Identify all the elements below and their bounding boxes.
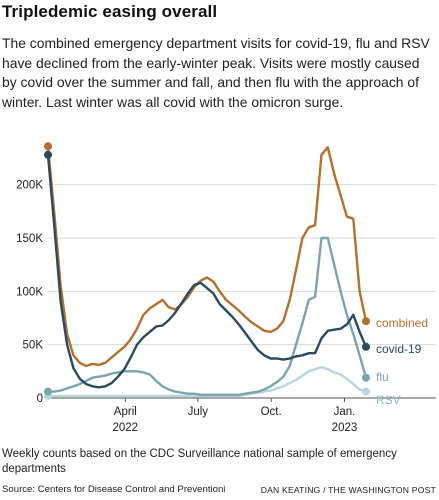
series-label: flu <box>376 370 389 384</box>
series-label: combined <box>376 316 428 330</box>
series-end-dot <box>362 342 370 351</box>
y-axis-ticks: 0 50K 100K 150K 200K <box>16 180 43 405</box>
series-end-dot <box>362 317 370 326</box>
series-start-dot <box>44 387 52 396</box>
y-tick-label: 0 <box>37 393 43 405</box>
y-tick-label: 200K <box>16 180 43 192</box>
x-tick-label: Oct. <box>261 406 282 418</box>
series-start-dot <box>44 150 52 159</box>
y-tick-label: 100K <box>16 286 43 298</box>
series-label: RSV <box>376 393 401 407</box>
series-line-rsv <box>46 365 368 398</box>
source-line: Source: Centers for Disease Control and … <box>2 484 226 495</box>
series-start-dot <box>44 142 52 151</box>
series-line-flu <box>46 236 368 396</box>
series-end-dot <box>362 387 370 396</box>
y-tick-label: 50K <box>23 340 44 352</box>
chart-title: Tripledemic easing overall <box>2 2 218 21</box>
chart-note: Weekly counts based on the CDC Surveilla… <box>2 448 397 475</box>
x-axis-ticks: April 2022 July Oct. Jan. 2023 <box>113 398 358 434</box>
x-tick-year: 2022 <box>113 422 139 434</box>
chart-subtitle: The combined emergency department visits… <box>2 35 430 110</box>
series-lines <box>44 142 370 400</box>
series-line-combined <box>46 145 368 368</box>
x-tick-year: 2023 <box>332 422 358 434</box>
credit-line: DAN KEATING / THE WASHINGTON POST <box>260 485 436 495</box>
series-labels: RSV flu combined covid-19 <box>376 316 428 407</box>
series-label: covid-19 <box>376 342 422 356</box>
y-tick-label: 150K <box>16 233 43 245</box>
series-line-covid-19 <box>46 153 368 389</box>
x-tick-label: July <box>188 406 209 418</box>
gridlines <box>48 184 436 399</box>
x-tick-label: Jan. <box>334 406 356 418</box>
x-tick-label: April <box>114 406 137 418</box>
series-end-dot <box>362 373 370 382</box>
